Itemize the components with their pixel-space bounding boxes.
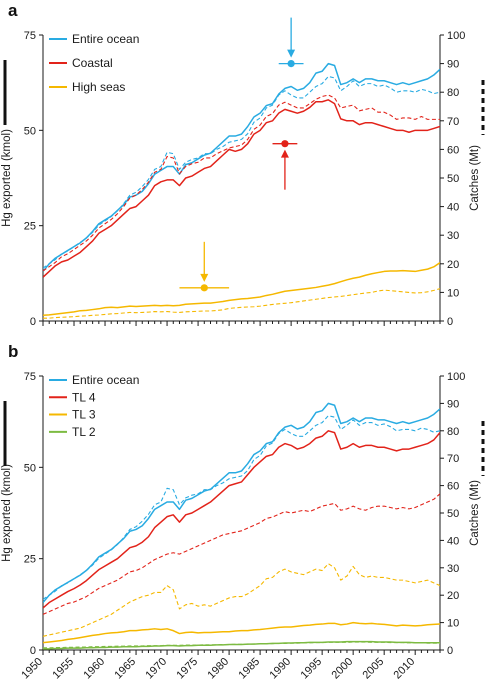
y-axis-title-left: Hg exported (kmol) <box>1 464 13 562</box>
left-tick-label: 0 <box>30 645 36 657</box>
panel-letter: b <box>8 342 18 361</box>
left-tick-label: 25 <box>24 221 36 233</box>
left-tick-label: 75 <box>24 30 36 42</box>
right-tick-label: 70 <box>447 453 459 465</box>
right-tick-label: 60 <box>447 144 459 156</box>
annotation-arrow-head <box>200 273 209 282</box>
series-line <box>43 262 440 317</box>
right-tick-label: 80 <box>447 87 459 99</box>
legend-label: TL 4 <box>72 390 96 404</box>
annotation-point <box>281 140 289 148</box>
x-tick-label: 2005 <box>360 656 386 682</box>
right-tick-label: 20 <box>447 259 459 271</box>
series-line <box>43 493 440 615</box>
y-axis-title-left: Hg exported (kmol) <box>1 129 13 227</box>
right-tick-label: 10 <box>447 618 459 630</box>
x-tick-label: 1980 <box>205 656 231 682</box>
series-line <box>43 415 440 600</box>
annotation-point <box>287 60 295 68</box>
series-line <box>43 430 440 609</box>
series-line <box>43 288 440 319</box>
x-tick-label: 1955 <box>50 656 76 682</box>
series-line <box>43 621 440 644</box>
right-tick-label: 30 <box>447 563 459 575</box>
annotation-arrow-head <box>287 49 296 58</box>
series-line <box>43 62 440 272</box>
right-tick-label: 100 <box>447 371 465 383</box>
series-line <box>43 563 440 637</box>
series-line <box>43 99 440 278</box>
x-tick-label: 1985 <box>236 656 262 682</box>
x-tick-label: 1970 <box>143 656 169 682</box>
series-line <box>43 640 440 650</box>
right-tick-label: 20 <box>447 590 459 602</box>
left-tick-label: 75 <box>24 371 36 383</box>
left-tick-label: 25 <box>24 554 36 566</box>
right-tick-label: 50 <box>447 173 459 185</box>
legend-label: Coastal <box>72 56 113 70</box>
right-tick-label: 60 <box>447 481 459 493</box>
right-tick-label: 90 <box>447 59 459 71</box>
legend-label: TL 2 <box>72 425 96 439</box>
series-line <box>43 641 440 649</box>
right-tick-label: 10 <box>447 287 459 299</box>
y-axis-title-right: Catches (Mt) <box>469 480 481 546</box>
x-tick-label: 2010 <box>392 656 418 682</box>
right-tick-label: 30 <box>447 230 459 242</box>
left-tick-label: 50 <box>24 462 36 474</box>
x-tick-label: 1960 <box>81 656 107 682</box>
right-tick-label: 40 <box>447 202 459 214</box>
x-tick-label: 2000 <box>329 656 355 682</box>
x-tick-label: 1995 <box>298 656 324 682</box>
legend-label: Entire ocean <box>72 373 139 387</box>
annotation-arrow-head <box>280 149 289 158</box>
panel-a: a 0 25 50 75 0 10 20 30 40 50 60 70 80 90 100 Hg exporte… <box>1 1 485 328</box>
y-axis-title-right: Catches (Mt) <box>469 145 481 211</box>
right-tick-label: 50 <box>447 508 459 520</box>
x-tick-label: 1975 <box>174 656 200 682</box>
right-tick-label: 100 <box>447 30 465 42</box>
right-tick-label: 70 <box>447 116 459 128</box>
right-tick-label: 80 <box>447 426 459 438</box>
right-tick-label: 40 <box>447 535 459 547</box>
right-tick-label: 90 <box>447 398 459 410</box>
left-tick-label: 0 <box>30 316 36 328</box>
legend-label: Entire ocean <box>72 32 139 46</box>
right-tick-label: 0 <box>447 645 453 657</box>
right-tick-label: 0 <box>447 316 453 328</box>
panel-letter: a <box>8 1 18 20</box>
annotation-point <box>200 284 208 292</box>
x-tick-label: 1990 <box>267 656 293 682</box>
x-tick-label: 1965 <box>112 656 138 682</box>
series-line <box>43 402 440 603</box>
x-tick-label: 1950 <box>19 656 45 682</box>
series-line <box>43 94 440 272</box>
left-tick-label: 50 <box>24 125 36 137</box>
legend-label: High seas <box>72 80 125 94</box>
series-line <box>43 75 440 269</box>
legend-label: TL 3 <box>72 408 96 422</box>
